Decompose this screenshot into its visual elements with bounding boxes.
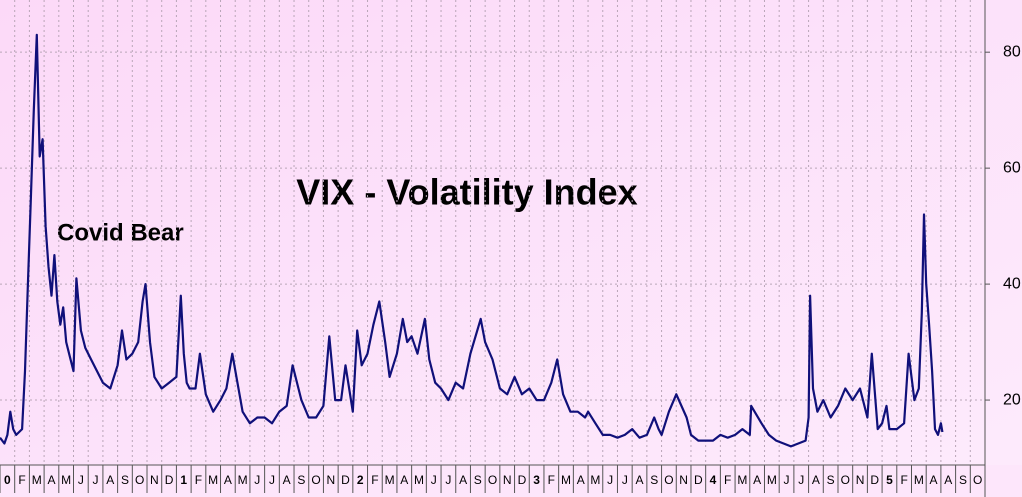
x-tick-label: A <box>944 473 952 487</box>
x-tick-label: N <box>679 473 688 487</box>
x-tick-label: A <box>400 473 408 487</box>
x-tick-label: O <box>841 473 850 487</box>
x-tick-label: J <box>78 473 84 487</box>
x-tick-label: 5 <box>886 473 893 487</box>
x-tick-label: 0 <box>4 473 11 487</box>
x-tick-label: N <box>856 473 865 487</box>
x-tick-label: F <box>548 473 555 487</box>
x-tick-label: M <box>914 473 924 487</box>
x-tick-label: J <box>607 473 613 487</box>
x-tick-label: M <box>385 473 395 487</box>
x-tick-label: A <box>753 473 761 487</box>
x-tick-label: O <box>973 473 982 487</box>
x-tick-label: A <box>636 473 644 487</box>
x-tick-label: D <box>341 473 350 487</box>
x-tick-label: A <box>47 473 55 487</box>
x-tick-label: J <box>622 473 628 487</box>
x-tick-label: A <box>283 473 291 487</box>
x-tick-label: J <box>798 473 804 487</box>
x-tick-label: 3 <box>533 473 540 487</box>
x-tick-label: 2 <box>357 473 364 487</box>
y-tick-label: 60 <box>1003 159 1021 176</box>
x-tick-label: J <box>254 473 260 487</box>
x-tick-label: A <box>459 473 467 487</box>
x-tick-label: N <box>326 473 335 487</box>
x-tick-label: J <box>445 473 451 487</box>
y-tick-label: 20 <box>1003 391 1021 408</box>
x-tick-label: F <box>371 473 378 487</box>
x-tick-label: J <box>269 473 275 487</box>
x-tick-label: 4 <box>710 473 717 487</box>
x-tick-label: M <box>238 473 248 487</box>
x-tick-label: N <box>150 473 159 487</box>
x-tick-label: F <box>195 473 202 487</box>
x-tick-label: D <box>518 473 527 487</box>
x-tick-label: M <box>737 473 747 487</box>
x-tick-label: A <box>930 473 938 487</box>
x-tick-label: M <box>590 473 600 487</box>
x-tick-label: S <box>297 473 305 487</box>
x-tick-label: F <box>724 473 731 487</box>
x-tick-label: N <box>503 473 512 487</box>
x-tick-label: S <box>827 473 835 487</box>
x-tick-label: D <box>870 473 879 487</box>
x-tick-label: J <box>93 473 99 487</box>
x-tick-label: A <box>106 473 114 487</box>
x-tick-label: F <box>900 473 907 487</box>
x-tick-label: 1 <box>180 473 187 487</box>
x-tick-label: A <box>577 473 585 487</box>
y-tick-label: 80 <box>1003 43 1021 60</box>
y-tick-label: 40 <box>1003 275 1021 292</box>
x-tick-label: D <box>694 473 703 487</box>
x-tick-label: M <box>767 473 777 487</box>
x-tick-label: O <box>135 473 144 487</box>
x-tick-label: S <box>121 473 129 487</box>
x-tick-label: F <box>18 473 25 487</box>
x-tick-label: O <box>664 473 673 487</box>
x-tick-label: M <box>561 473 571 487</box>
x-tick-label: M <box>32 473 42 487</box>
x-tick-label: A <box>224 473 232 487</box>
x-tick-label: S <box>474 473 482 487</box>
x-tick-label: M <box>208 473 218 487</box>
data-line <box>0 33 944 448</box>
x-tick-label: O <box>311 473 320 487</box>
chart-title: VIX - Volatility Index <box>296 172 637 213</box>
x-tick-label: M <box>414 473 424 487</box>
x-tick-label: D <box>165 473 174 487</box>
x-tick-label: S <box>650 473 658 487</box>
x-tick-label: A <box>812 473 820 487</box>
x-tick-label: J <box>431 473 437 487</box>
annotation: Covid Bear <box>57 219 184 246</box>
x-tick-label: O <box>488 473 497 487</box>
x-axis-band <box>0 465 1022 497</box>
x-tick-label: S <box>959 473 967 487</box>
x-tick-label: M <box>61 473 71 487</box>
x-tick-label: J <box>784 473 790 487</box>
